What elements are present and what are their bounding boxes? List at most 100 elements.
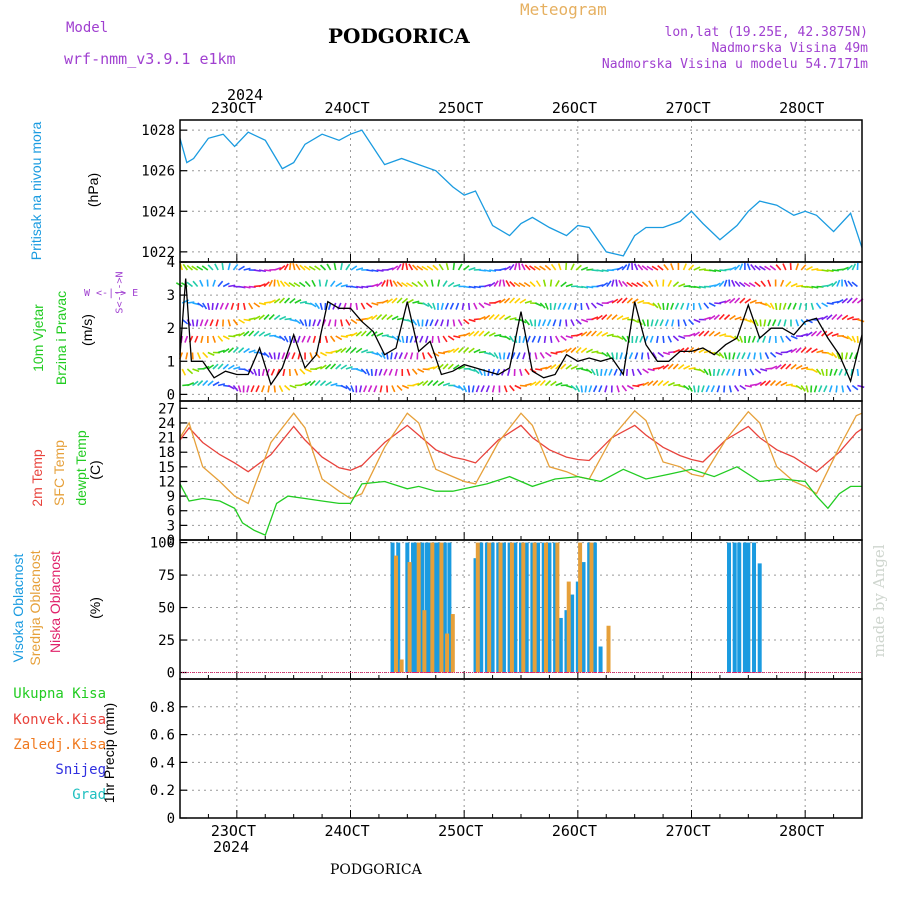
wind-arrow	[739, 384, 747, 391]
top-day-label: 24OCT	[324, 99, 370, 117]
bottom-day-label: 24OCT	[324, 822, 370, 840]
y-tick-label: 3	[167, 288, 175, 304]
wind-arrow	[747, 335, 751, 344]
wind-arrow	[432, 302, 436, 310]
wind-arrow	[618, 279, 623, 287]
wind-arrow	[487, 368, 490, 377]
wind-arrow	[543, 335, 547, 344]
y-tick-label: 1026	[141, 164, 175, 180]
wind-arrow	[663, 264, 669, 271]
wind-arrow	[406, 298, 414, 304]
wind-arrow	[381, 334, 389, 337]
wind-arrow	[519, 298, 527, 304]
wind-arrow	[857, 384, 865, 389]
wind-arrow	[296, 335, 301, 343]
wind-arrow	[682, 319, 687, 327]
wind-arrow	[350, 347, 357, 354]
wind-arrow	[750, 264, 756, 271]
wind-arrow	[746, 352, 751, 360]
wind-arrow	[734, 280, 741, 288]
wind-arrow	[424, 335, 429, 343]
wind-arrow	[350, 265, 358, 271]
wind-arrow	[320, 351, 327, 357]
wind-arrow	[816, 349, 824, 354]
wind-arrow	[611, 352, 615, 360]
wind-arrow	[374, 368, 378, 377]
wind-arrow	[376, 332, 384, 337]
wind-arrow	[769, 351, 777, 358]
wind-arrow	[502, 279, 506, 287]
wind-arrow	[550, 351, 558, 355]
wind-arrow	[513, 263, 518, 271]
wind-arrow	[227, 364, 235, 370]
srednja-oblacnost-bar	[416, 542, 421, 673]
wind-arrow	[488, 314, 495, 321]
wind-arrow	[350, 385, 355, 393]
wind-arrow	[606, 333, 614, 337]
visoka-oblacnost-bar	[598, 646, 603, 673]
wind-arrow	[319, 302, 323, 310]
wind-arrow	[199, 319, 204, 327]
wind-arrow	[734, 385, 740, 392]
wind-arrow	[596, 284, 604, 288]
wind-arrow	[657, 264, 664, 271]
wind-arrow	[409, 335, 414, 343]
wind-arrow	[581, 368, 589, 372]
wind-arrow	[705, 385, 710, 393]
wind-arrow	[764, 379, 771, 387]
wind-arrow	[703, 368, 709, 376]
srednja-oblacnost-bar	[509, 542, 514, 673]
niska-oblacnost-bar	[405, 672, 409, 674]
visoka-oblacnost-bar	[737, 542, 742, 673]
wind-arrow	[775, 351, 783, 356]
wind-arrow	[330, 349, 338, 354]
wind-arrow	[831, 313, 838, 321]
wind-arrow	[596, 302, 604, 307]
wind-arrow	[544, 351, 552, 358]
visoka-oblacnost-bar	[414, 542, 419, 673]
y-tick-label: 1028	[141, 123, 175, 139]
niska-oblacnost-bar	[576, 672, 580, 674]
wind-arrow	[340, 319, 344, 327]
wind-arrow	[708, 315, 716, 321]
wind-arrow	[557, 263, 562, 271]
wind-arrow	[734, 264, 741, 271]
wind-arrow	[672, 335, 680, 342]
visoka-oblacnost-bar	[405, 542, 410, 673]
wind-arrow	[355, 267, 364, 271]
wind-arrow	[227, 384, 235, 390]
wind-arrow	[652, 302, 659, 309]
wind-arrow	[851, 297, 858, 304]
wind-arrow	[445, 263, 450, 271]
wind-arrow	[592, 385, 598, 393]
wind-arrow	[204, 319, 209, 327]
wind-arrow	[591, 316, 599, 321]
y-tick-label: 9	[167, 489, 175, 505]
wind-arrow	[192, 280, 199, 288]
wind-arrow	[640, 352, 644, 360]
wind-arrow	[340, 284, 348, 288]
wind-arrow	[701, 385, 705, 393]
wind-arrow	[708, 330, 715, 337]
wind-arrow	[565, 364, 572, 370]
wind-arrow	[411, 319, 418, 326]
wind-arrow	[716, 385, 721, 393]
niska-oblacnost-bar	[513, 672, 517, 674]
wind-arrow	[606, 313, 613, 321]
wind-arrow	[462, 385, 468, 393]
wind-arrow	[570, 263, 575, 271]
wind-arrow	[736, 352, 741, 360]
y-tick-label: 75	[158, 568, 175, 584]
wind-arrow	[783, 319, 787, 327]
wind-arrow	[243, 347, 250, 354]
wind-arrow	[718, 280, 725, 288]
panel-frame	[179, 678, 863, 819]
wind-arrow	[698, 285, 706, 289]
wind-arrow	[768, 335, 772, 344]
wind-arrow	[468, 266, 476, 271]
wind-arrow	[447, 281, 455, 288]
wind-arrow	[488, 332, 496, 337]
wind-arrow	[306, 335, 311, 343]
wind-arrow	[805, 347, 813, 354]
